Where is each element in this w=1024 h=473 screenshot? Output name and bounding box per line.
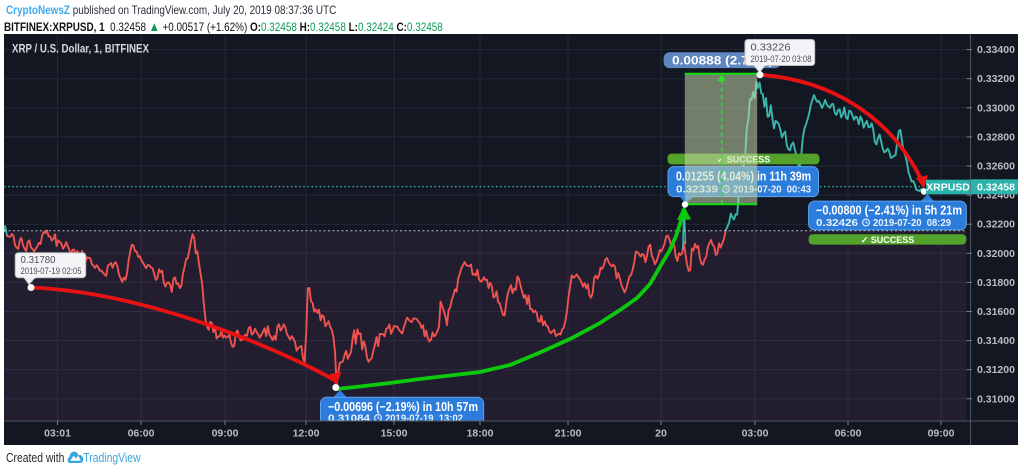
svg-text:0.31780: 0.31780 [21, 254, 56, 266]
svg-text:09:00: 09:00 [928, 428, 955, 440]
svg-text:2019-07-20 08:29: 2019-07-20 08:29 [873, 218, 951, 229]
svg-text:0.32200: 0.32200 [977, 219, 1015, 231]
svg-text:0.31400: 0.31400 [977, 335, 1015, 347]
svg-text:15:00: 15:00 [381, 428, 408, 440]
svg-text:0.33226: 0.33226 [751, 42, 791, 54]
svg-text:03:01: 03:01 [44, 428, 71, 440]
svg-text:12:00: 12:00 [293, 428, 320, 440]
svg-text:0.32600: 0.32600 [977, 161, 1015, 173]
svg-text:20: 20 [655, 428, 667, 440]
svg-text:21:00: 21:00 [555, 428, 582, 440]
svg-text:09:00: 09:00 [212, 428, 239, 440]
svg-text:✓ SUCCESS: ✓ SUCCESS [861, 235, 915, 245]
svg-text:−0.00800 (−2.41%) in 5h 21m: −0.00800 (−2.41%) in 5h 21m [816, 204, 962, 218]
svg-text:0.31200: 0.31200 [977, 364, 1015, 376]
svg-text:XRPUSD: XRPUSD [926, 181, 970, 193]
svg-text:2019-07-19 02:05: 2019-07-19 02:05 [21, 266, 82, 276]
svg-text:18:00: 18:00 [467, 428, 494, 440]
svg-text:2019-07-20 00:43: 2019-07-20 00:43 [733, 185, 811, 196]
svg-text:0.33400: 0.33400 [977, 44, 1015, 56]
svg-text:0.32458: 0.32458 [977, 181, 1015, 193]
svg-text:0.33000: 0.33000 [977, 102, 1015, 114]
svg-text:03:00: 03:00 [742, 428, 769, 440]
svg-text:0.33200: 0.33200 [977, 73, 1015, 85]
svg-text:06:00: 06:00 [128, 428, 155, 440]
svg-text:2019-07-19 13:02: 2019-07-19 13:02 [385, 414, 463, 425]
svg-text:0.31000: 0.31000 [977, 393, 1015, 405]
svg-text:−0.00696 (−2.19%) in 10h 57m: −0.00696 (−2.19%) in 10h 57m [328, 400, 478, 414]
svg-text:0.32000: 0.32000 [977, 248, 1015, 260]
svg-text:0.31600: 0.31600 [977, 306, 1015, 318]
svg-text:0.31084: 0.31084 [328, 414, 370, 425]
svg-text:0.32426: 0.32426 [816, 218, 858, 229]
svg-text:0.31800: 0.31800 [977, 277, 1015, 289]
svg-text:06:00: 06:00 [835, 428, 862, 440]
svg-text:2019-07-20 03:08: 2019-07-20 03:08 [751, 54, 812, 64]
svg-text:0.32800: 0.32800 [977, 131, 1015, 143]
svg-text:XRP / U.S. Dollar, 1, BITFINEX: XRP / U.S. Dollar, 1, BITFINEX [12, 44, 149, 56]
